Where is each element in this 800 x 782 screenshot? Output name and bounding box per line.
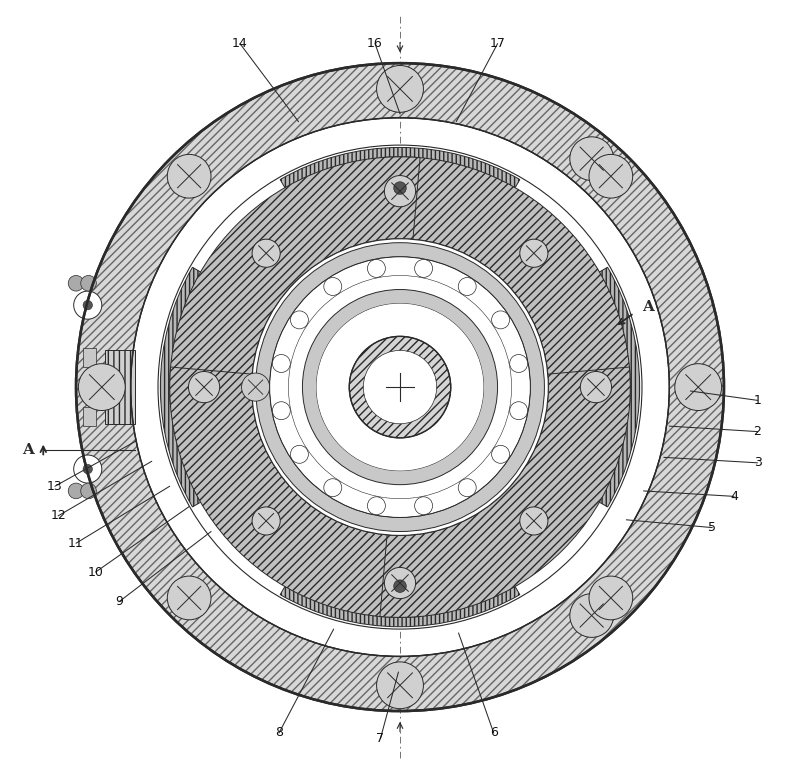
Circle shape	[74, 291, 102, 319]
Wedge shape	[280, 519, 520, 626]
Circle shape	[394, 580, 406, 593]
Circle shape	[81, 275, 96, 291]
Circle shape	[350, 336, 450, 438]
Text: 10: 10	[88, 565, 103, 579]
Wedge shape	[160, 267, 268, 507]
Circle shape	[363, 350, 437, 424]
Circle shape	[83, 465, 93, 474]
Text: A: A	[642, 300, 654, 314]
Circle shape	[589, 154, 633, 198]
Text: 8: 8	[275, 726, 283, 740]
Bar	[83, 407, 95, 426]
Circle shape	[272, 354, 290, 372]
Text: 17: 17	[490, 37, 506, 50]
Circle shape	[510, 402, 528, 420]
Text: 7: 7	[377, 732, 385, 745]
Circle shape	[290, 445, 308, 463]
Circle shape	[458, 479, 476, 497]
Text: 13: 13	[47, 479, 63, 493]
Circle shape	[68, 483, 84, 499]
Text: 14: 14	[232, 37, 248, 50]
Circle shape	[520, 507, 548, 535]
Circle shape	[132, 120, 668, 655]
Text: A: A	[22, 443, 34, 457]
Circle shape	[414, 497, 433, 515]
Text: 12: 12	[50, 509, 66, 522]
Wedge shape	[380, 157, 630, 407]
Bar	[91, 368, 105, 407]
Circle shape	[272, 402, 290, 420]
Circle shape	[324, 479, 342, 497]
Bar	[83, 348, 95, 367]
Wedge shape	[280, 148, 520, 255]
Text: 9: 9	[115, 595, 123, 608]
Wedge shape	[532, 267, 640, 507]
Circle shape	[68, 275, 84, 291]
Circle shape	[384, 568, 416, 599]
Wedge shape	[380, 367, 630, 617]
Circle shape	[674, 364, 722, 411]
Circle shape	[520, 239, 548, 267]
Circle shape	[324, 278, 342, 296]
Circle shape	[81, 483, 96, 499]
Text: 4: 4	[730, 490, 738, 503]
Circle shape	[570, 594, 614, 637]
Wedge shape	[170, 157, 420, 407]
Circle shape	[377, 66, 423, 113]
Text: 6: 6	[490, 726, 498, 740]
Text: 1: 1	[754, 394, 762, 407]
Text: 16: 16	[367, 37, 383, 50]
Circle shape	[252, 507, 280, 535]
Circle shape	[458, 278, 476, 296]
Circle shape	[252, 239, 548, 536]
Circle shape	[83, 300, 93, 310]
Text: 5: 5	[708, 521, 716, 534]
Text: 2: 2	[754, 425, 762, 438]
Circle shape	[377, 662, 423, 708]
Wedge shape	[170, 367, 420, 617]
Circle shape	[167, 154, 211, 198]
Circle shape	[74, 455, 102, 483]
Circle shape	[570, 137, 614, 181]
Circle shape	[290, 311, 308, 329]
Circle shape	[242, 373, 270, 401]
Circle shape	[384, 175, 416, 206]
Circle shape	[189, 371, 220, 403]
Circle shape	[510, 354, 528, 372]
Circle shape	[367, 497, 386, 515]
Circle shape	[76, 63, 724, 711]
Circle shape	[394, 181, 406, 194]
Bar	[105, 350, 134, 424]
Text: 11: 11	[68, 536, 84, 550]
Circle shape	[589, 576, 633, 620]
Circle shape	[414, 260, 433, 278]
Circle shape	[167, 576, 211, 620]
Circle shape	[492, 445, 510, 463]
Circle shape	[252, 239, 280, 267]
Text: 3: 3	[754, 457, 762, 469]
Circle shape	[580, 371, 611, 403]
Circle shape	[367, 260, 386, 278]
Circle shape	[317, 303, 483, 471]
Circle shape	[78, 364, 126, 411]
Circle shape	[492, 311, 510, 329]
Circle shape	[158, 145, 642, 629]
